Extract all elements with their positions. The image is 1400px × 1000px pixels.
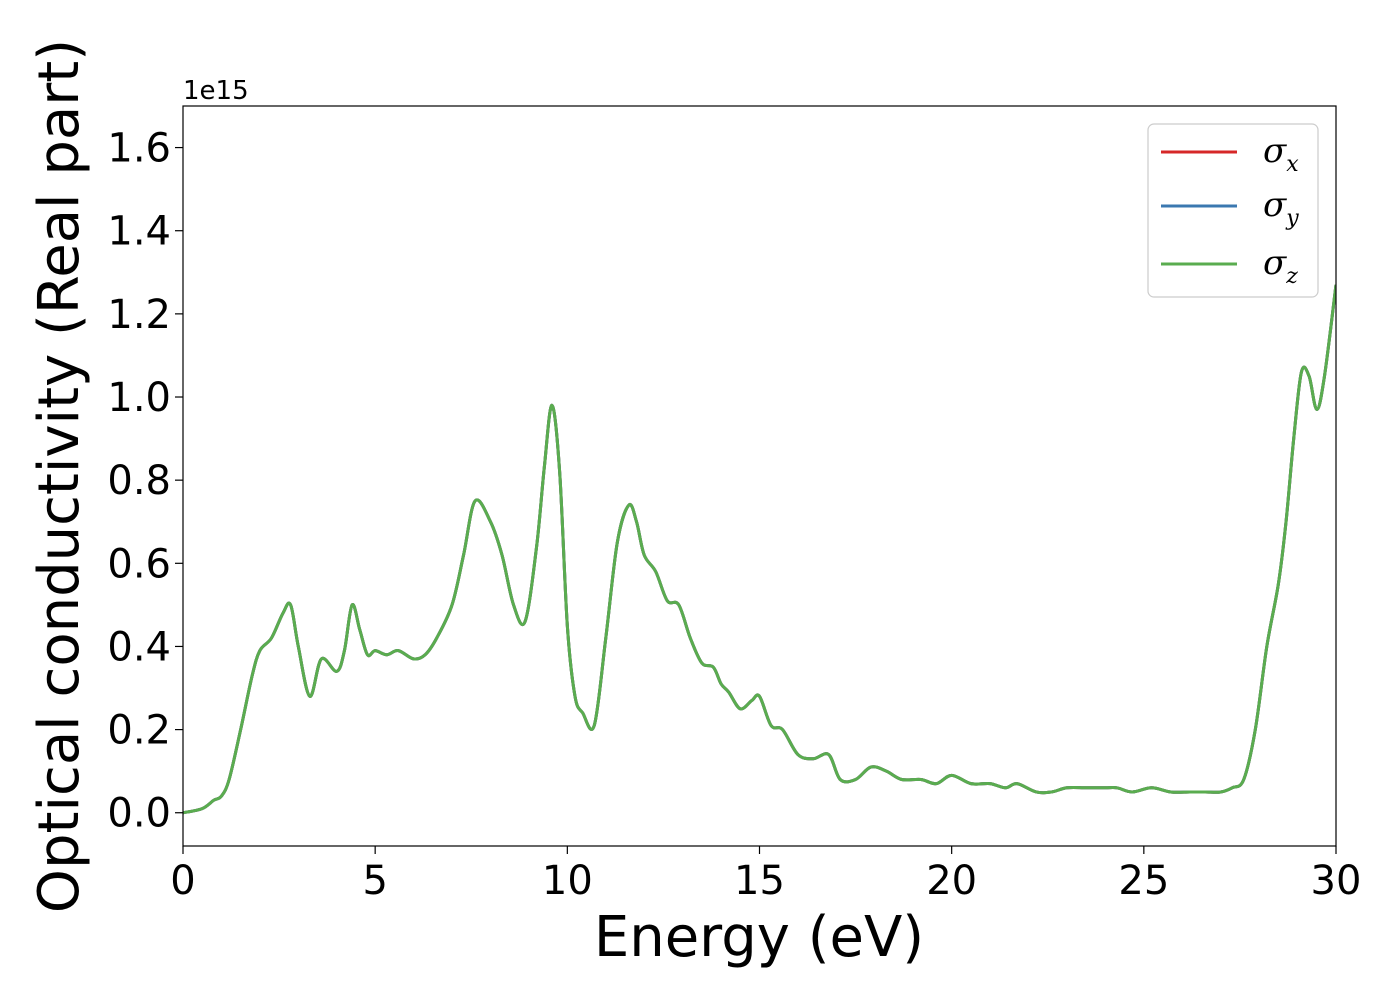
x-axis: 0 5 10 15 20 25 30 [170,846,1361,904]
y-tick-label: 1.4 [107,209,171,255]
y-axis: 0.0 0.2 0.4 0.6 0.8 1.0 1.2 1.4 1.6 [107,126,183,837]
y-axis-title: Optical conductivity (Real part) [27,39,92,913]
legend-label-base: σ [1263,185,1287,225]
y-tick-label: 1.2 [107,292,171,338]
legend-label-x: σx [1263,131,1299,177]
y-tick-label: 0.4 [107,624,171,670]
legend-label-y: σy [1263,185,1299,231]
y-tick-label: 1.6 [107,126,171,172]
x-tick-label: 20 [926,858,977,904]
y-tick-label: 0.0 [107,791,171,837]
plot-area [182,105,1337,847]
x-tick-label: 5 [362,858,387,904]
y-tick-label: 0.2 [107,708,171,754]
legend-label-subscript: x [1286,152,1299,177]
legend-label-subscript: z [1285,264,1298,289]
legend-label-subscript: y [1285,206,1299,231]
x-tick-label: 30 [1311,858,1362,904]
y-tick-label: 1.0 [107,375,171,421]
y-tick-label: 0.8 [107,458,171,504]
legend-label-base: σ [1263,131,1287,171]
x-tick-label: 10 [542,858,593,904]
x-tick-label: 0 [170,858,195,904]
legend-label-base: σ [1263,243,1287,283]
y-offset-label: 1e15 [183,76,249,106]
legend-box [1147,123,1319,298]
legend-label-z: σz [1263,243,1298,289]
x-axis-title: Energy (eV) [594,905,924,970]
x-tick-label: 15 [734,858,785,904]
series-layer [183,284,1336,815]
y-tick-label: 0.6 [107,541,171,587]
series-line-z [183,284,1336,815]
x-tick-label: 25 [1118,858,1169,904]
